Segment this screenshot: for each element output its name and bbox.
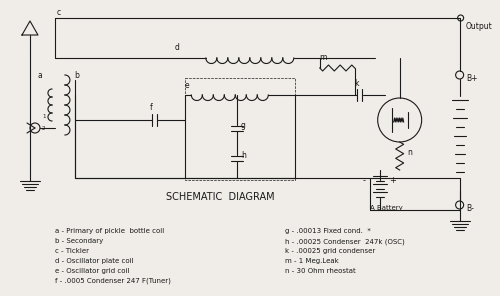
Text: e - Oscillator grid coil: e - Oscillator grid coil xyxy=(55,268,130,274)
Text: n - 30 Ohm rheostat: n - 30 Ohm rheostat xyxy=(285,268,356,274)
Text: 1: 1 xyxy=(42,114,45,119)
Text: f - .0005 Condenser 247 F(Tuner): f - .0005 Condenser 247 F(Tuner) xyxy=(55,278,171,284)
Text: m: m xyxy=(320,53,327,62)
Text: d: d xyxy=(175,43,180,52)
Text: a - Primary of pickle  bottle coil: a - Primary of pickle bottle coil xyxy=(55,228,164,234)
Text: k - .00025 grid condenser: k - .00025 grid condenser xyxy=(285,248,375,254)
Text: h: h xyxy=(241,151,246,160)
Text: -: - xyxy=(362,176,366,185)
Text: B+: B+ xyxy=(466,73,478,83)
Text: g - .00013 Fixed cond.  *: g - .00013 Fixed cond. * xyxy=(285,228,370,234)
Text: g: g xyxy=(241,121,246,130)
Text: b: b xyxy=(74,71,79,80)
Text: h - .00025 Condenser  247k (OSC): h - .00025 Condenser 247k (OSC) xyxy=(285,238,405,244)
Text: b - Secondary: b - Secondary xyxy=(55,238,103,244)
Text: Output: Output xyxy=(466,22,492,31)
Text: 2: 2 xyxy=(42,126,45,131)
Text: n: n xyxy=(408,148,412,157)
Text: d - Oscillator plate coil: d - Oscillator plate coil xyxy=(55,258,134,264)
Text: B-: B- xyxy=(466,204,474,213)
Text: k: k xyxy=(354,79,359,88)
Text: c: c xyxy=(57,8,61,17)
Text: A Battery: A Battery xyxy=(370,205,402,211)
Text: +: + xyxy=(388,176,396,185)
Text: f: f xyxy=(150,103,152,112)
Text: c - Tickler: c - Tickler xyxy=(55,248,89,254)
Text: m - 1 Meg.Leak: m - 1 Meg.Leak xyxy=(285,258,339,264)
Text: a: a xyxy=(38,71,42,80)
Text: SCHEMATIC  DIAGRAM: SCHEMATIC DIAGRAM xyxy=(166,192,274,202)
Text: e: e xyxy=(185,81,190,90)
